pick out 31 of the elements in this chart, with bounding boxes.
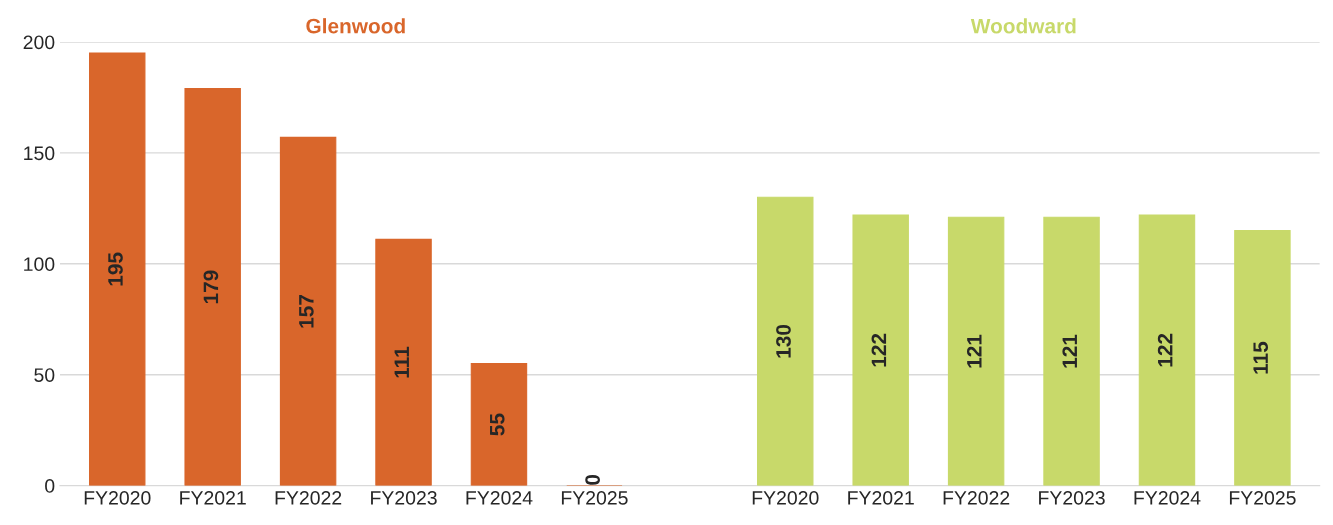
data-label: 121 — [966, 334, 982, 368]
y-tick-label: 150 — [24, 146, 55, 161]
x-tick-label: FY2020 — [84, 491, 151, 505]
y-tick-label: 50 — [34, 368, 55, 382]
x-tick-label: FY2021 — [848, 491, 914, 505]
x-tick-label: FY2025 — [561, 491, 628, 505]
data-label: 115 — [1253, 341, 1268, 374]
x-tick-label: FY2023 — [1039, 491, 1105, 505]
text: Woodward — [970, 18, 1076, 34]
data-label: 130 — [776, 324, 791, 358]
x-tick-label: FY2025 — [1229, 491, 1296, 505]
data-label: 0 — [585, 474, 600, 485]
data-label: 179 — [203, 270, 219, 304]
x-tick-label: FY2021 — [180, 491, 246, 505]
x-tick-label: FY2023 — [371, 491, 437, 505]
x-tick-label: FY2024 — [466, 491, 533, 505]
x-tick-label: FY2022 — [275, 491, 342, 505]
text: Glenwood — [306, 18, 405, 34]
data-label: 195 — [108, 252, 123, 286]
data-label: 122 — [1157, 333, 1173, 367]
y-tick-label: 200 — [23, 35, 55, 50]
data-label: 157 — [299, 295, 314, 328]
y-tick-label: 100 — [24, 257, 55, 272]
data-label: 55 — [490, 413, 505, 436]
x-tick-label: FY2020 — [752, 491, 819, 505]
data-label: 121 — [1062, 334, 1077, 368]
data-label: 122 — [871, 333, 887, 367]
data-label: 111 — [394, 346, 409, 378]
y-tick-label: 0 — [45, 479, 55, 493]
x-tick-label: FY2022 — [943, 491, 1010, 505]
x-tick-label: FY2024 — [1134, 491, 1201, 505]
